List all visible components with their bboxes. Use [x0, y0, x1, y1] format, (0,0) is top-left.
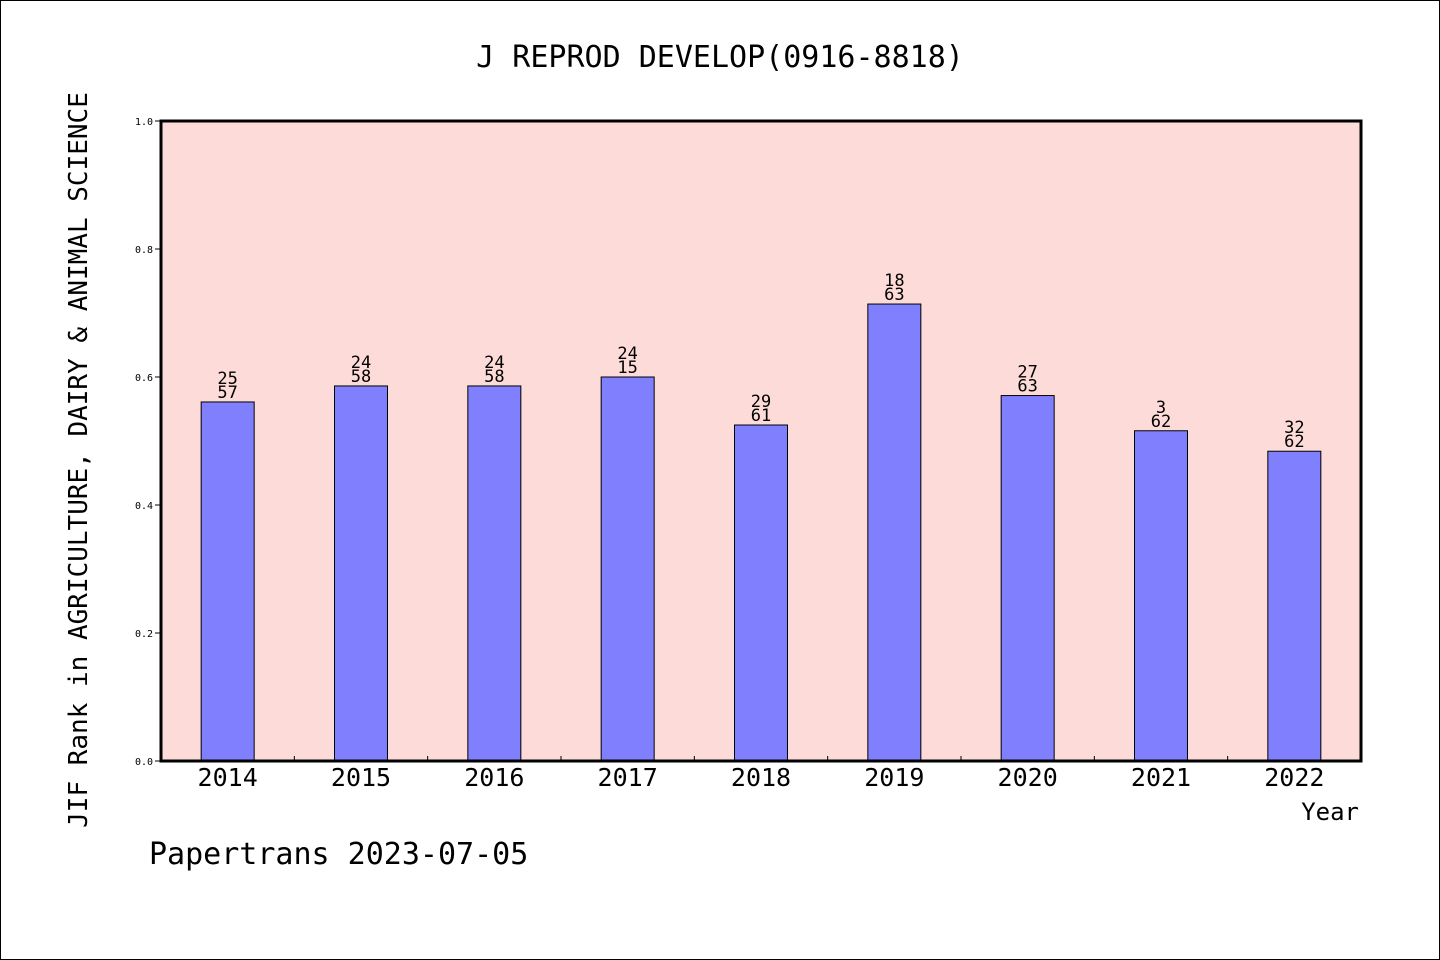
bar-label-rank: 24 [484, 353, 504, 373]
x-tick-label: 2022 [1264, 763, 1324, 792]
y-tick-label: 0.6 [135, 373, 153, 384]
bar-label-total: 61 [751, 406, 771, 426]
bar-2015 [334, 385, 388, 762]
bar-label-total: 63 [1017, 377, 1037, 397]
x-tick-label: 2017 [598, 763, 658, 792]
bar-label-rank: 32 [1284, 418, 1304, 438]
x-tick-label: 2020 [998, 763, 1058, 792]
x-axis-label: Year [1301, 798, 1359, 826]
bar-label-total: 15 [617, 358, 637, 378]
bar-2021 [1134, 430, 1188, 762]
bar-label-rank: 27 [1017, 363, 1037, 383]
y-tick-label: 1.0 [135, 117, 153, 128]
bar-label-total: 58 [484, 367, 504, 387]
bar-2018 [734, 424, 788, 762]
x-tick-label: 2014 [198, 763, 258, 792]
chart-title: J REPROD DEVELOP(0916-8818) [476, 40, 964, 75]
x-tick-label: 2018 [731, 763, 791, 792]
y-tick-label: 0.0 [135, 757, 153, 768]
x-tick-label: 2015 [331, 763, 391, 792]
bar-label-rank: 24 [351, 353, 371, 373]
bar-label-total: 62 [1284, 432, 1304, 452]
bar-2014 [200, 401, 255, 762]
y-tick-label: 0.4 [135, 501, 153, 512]
bar-2020 [1000, 395, 1055, 762]
x-tick-label: 2021 [1131, 763, 1191, 792]
bar-label-total: 63 [884, 285, 904, 305]
x-tick-label: 2016 [464, 763, 524, 792]
bar-label-rank: 3 [1156, 398, 1166, 418]
bar-label-rank: 25 [217, 369, 237, 389]
bar-label-rank: 18 [884, 271, 904, 291]
bar-2019 [867, 303, 922, 762]
plot-border [159, 119, 1363, 763]
footer-timestamp: Papertrans 2023-07-05 [149, 837, 528, 872]
y-axis-label: JIF Rank in AGRICULTURE, DAIRY & ANIMAL … [64, 92, 94, 828]
y-tick-label: 0.8 [135, 245, 153, 256]
y-tick-label: 0.2 [135, 629, 153, 640]
plot-area: 0.00.20.40.60.81.02557201424582015245820… [135, 117, 1363, 792]
bar-2022 [1267, 450, 1322, 762]
bar-label-rank: 29 [751, 392, 771, 412]
bar-label-total: 57 [217, 383, 237, 403]
bar-label-total: 62 [1151, 412, 1171, 432]
bar-label-total: 58 [351, 367, 371, 387]
bar-label-rank: 24 [617, 344, 637, 364]
bar-2016 [467, 385, 522, 762]
x-tick-label: 2019 [864, 763, 924, 792]
bar-2017 [600, 376, 655, 762]
